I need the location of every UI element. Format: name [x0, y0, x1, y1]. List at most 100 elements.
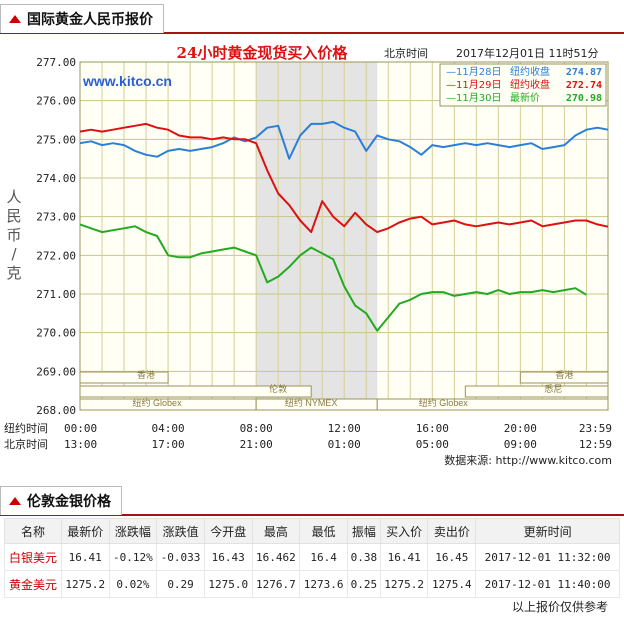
- column-header: 最高: [251, 518, 301, 544]
- y-tick-label: 268.00: [36, 404, 76, 417]
- top-tab-bar: 国际黄金人民币报价: [0, 4, 624, 34]
- x-tick-ny: 23:59: [579, 422, 612, 435]
- legend-value: 270.98: [566, 93, 602, 104]
- triangle-marker-icon: [9, 15, 21, 23]
- value-cell: 1275.4: [427, 570, 477, 598]
- x-tick-bj: 12:59: [579, 438, 612, 451]
- value-cell: -0.12%: [108, 543, 158, 571]
- column-header: 最新价: [60, 518, 110, 544]
- session-bar: [519, 371, 609, 384]
- session-bar: [464, 385, 609, 398]
- session-label: 伦敦: [269, 383, 287, 394]
- value-cell: 2017-12-01 11:32:00: [475, 543, 620, 571]
- table-row: 白银美元 16.41 -0.12% -0.033 16.43 16.462 16.4 0.38…: [4, 543, 620, 571]
- value-cell: 0.38: [346, 543, 381, 571]
- legend-value: 272.74: [566, 80, 602, 91]
- y-tick-label: 276.00: [36, 95, 76, 108]
- x-row-ny-label: 纽约时间: [4, 421, 48, 435]
- value-cell: 16.45: [427, 543, 477, 571]
- legend-box: [439, 63, 607, 107]
- beijing-time-label: 北京时间: [384, 46, 428, 60]
- x-tick-ny: 12:00: [328, 422, 361, 435]
- x-tick-ny: 04:00: [152, 422, 185, 435]
- legend-desc: 纽约收盘: [510, 65, 550, 78]
- value-cell: 16.43: [203, 543, 253, 571]
- chart-timestamp: 2017年12月01日 11时51分: [456, 46, 598, 60]
- gold-price-chart: 香港 伦敦 纽约 Globex 纽约 NYMEX 纽约 Globex 悉尼 香港 24小时黄金…: [0, 34, 624, 470]
- x-tick-bj: 17:00: [152, 438, 185, 451]
- legend-desc: 纽约收盘: [510, 78, 550, 91]
- disclaimer-note: 以上报价仅供参考: [511, 600, 608, 614]
- london-section-header: 伦敦金银价格: [0, 484, 624, 516]
- value-cell: 2017-12-01 11:40:00: [475, 570, 620, 598]
- y-tick-label: 274.00: [36, 172, 76, 185]
- session-label: 纽约 Globex: [419, 397, 469, 408]
- column-header: 名称: [4, 518, 62, 544]
- value-cell: 16.41: [379, 543, 429, 571]
- row-name-cell: 黄金美元: [4, 570, 62, 598]
- nymex-session-shade: [256, 62, 378, 410]
- value-cell: 0.02%: [108, 570, 158, 598]
- x-tick-bj: 01:00: [328, 438, 361, 451]
- chart-title: 24小时黄金现货买入价格: [177, 44, 349, 62]
- tab-title: 国际黄金人民币报价: [27, 12, 153, 28]
- value-cell: -0.033: [156, 543, 205, 571]
- y-axis-label-char: 人: [6, 188, 21, 206]
- section-title: 伦敦金银价格: [27, 494, 111, 510]
- column-header: 卖出价: [427, 518, 477, 544]
- row-name-cell: 白银美元: [4, 543, 62, 571]
- legend-date: —11月28日: [446, 66, 501, 78]
- column-header: 振幅: [346, 518, 381, 544]
- value-cell: 1275.0: [203, 570, 253, 598]
- site-watermark: www.kitco.cn: [82, 73, 172, 89]
- x-tick-bj: 21:00: [240, 438, 273, 451]
- session-label: 悉尼: [544, 383, 562, 394]
- y-axis-label-char: /: [11, 245, 17, 263]
- session-label: 香港: [555, 369, 573, 380]
- triangle-marker-icon: [9, 497, 21, 505]
- x-tick-bj: 05:00: [416, 438, 449, 451]
- column-header: 今开盘: [203, 518, 253, 544]
- table-row: 黄金美元 1275.2 0.02% 0.29 1275.0 1276.7 1273.6 0.2…: [4, 570, 620, 598]
- tab-gold-rmb-quote[interactable]: 国际黄金人民币报价: [0, 4, 164, 33]
- value-cell: 1275.2: [379, 570, 429, 598]
- value-cell: 16.4: [299, 543, 348, 571]
- value-cell: 0.25: [346, 570, 381, 598]
- value-cell: 1273.6: [299, 570, 348, 598]
- session-label: 香港: [137, 369, 155, 380]
- x-tick-ny: 16:00: [416, 422, 449, 435]
- y-tick-label: 272.00: [36, 249, 76, 262]
- value-cell: 1275.2: [60, 570, 110, 598]
- x-tick-bj: 13:00: [64, 438, 97, 451]
- y-tick-label: 270.00: [36, 327, 76, 340]
- y-tick-label: 275.00: [36, 133, 76, 146]
- session-bar: [376, 398, 609, 411]
- legend-date: —11月30日: [446, 92, 501, 104]
- data-source: 数据来源: http://www.kitco.com: [444, 453, 612, 467]
- quote-table-header: 名称 最新价 涨跌幅 涨跌值 今开盘 最高 最低 振幅 买入价 卖出价 更新时间: [4, 518, 620, 544]
- column-header: 更新时间: [475, 518, 620, 544]
- legend-desc: 最新价: [510, 91, 540, 104]
- y-axis-label-char: 币: [6, 226, 21, 244]
- series-line: [79, 223, 587, 332]
- x-tick-ny: 08:00: [240, 422, 273, 435]
- x-tick-bj: 09:00: [504, 438, 537, 451]
- column-header: 最低: [299, 518, 348, 544]
- y-tick-label: 269.00: [36, 365, 76, 378]
- column-header: 买入价: [379, 518, 429, 544]
- x-tick-ny: 20:00: [504, 422, 537, 435]
- y-tick-label: 271.00: [36, 288, 76, 301]
- quote-table: 名称 最新价 涨跌幅 涨跌值 今开盘 最高 最低 振幅 买入价 卖出价 更新时间 白银美元 16.41…: [4, 518, 620, 598]
- legend-date: —11月29日: [446, 79, 501, 91]
- value-cell: 16.462: [251, 543, 301, 571]
- y-tick-label: 273.00: [36, 211, 76, 224]
- y-axis-label-char: 克: [6, 264, 21, 282]
- column-header: 涨跌幅: [108, 518, 158, 544]
- session-label: 纽约 Globex: [133, 397, 183, 408]
- session-bar: [79, 385, 312, 398]
- y-axis-label-char: 民: [6, 207, 21, 225]
- tab-london-gold-silver[interactable]: 伦敦金银价格: [0, 486, 122, 515]
- legend-value: 274.87: [566, 67, 602, 78]
- series-line: [79, 120, 609, 160]
